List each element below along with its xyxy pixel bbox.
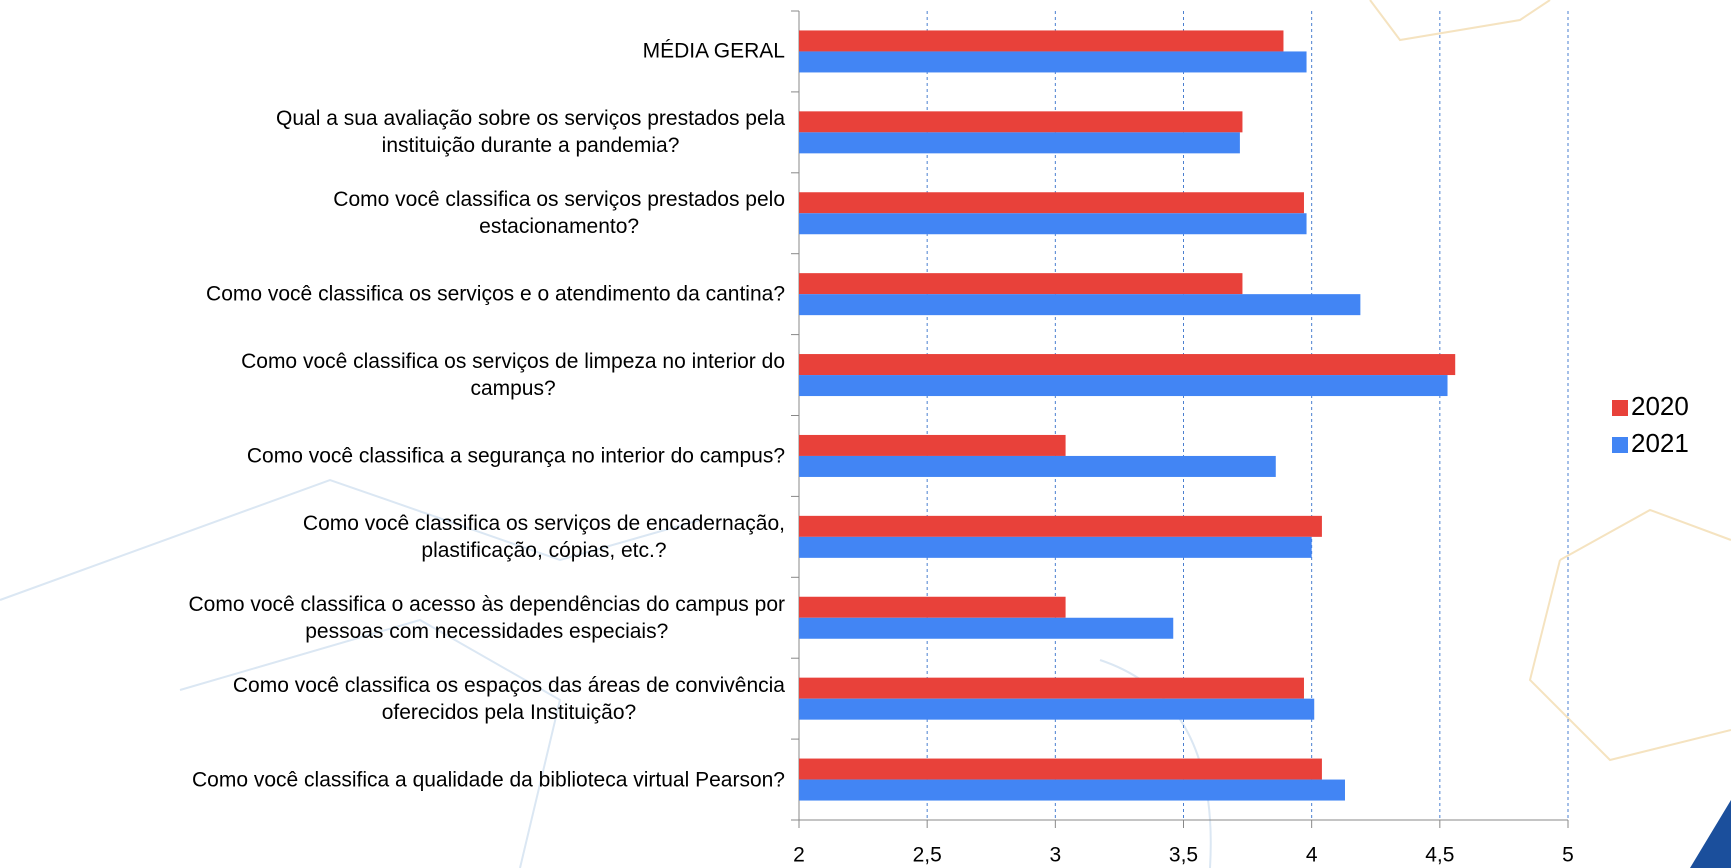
y-tick-label: Como você classifica os serviços e o ate… [206, 282, 785, 306]
y-tick-label: Como você classifica o acesso às dependê… [188, 592, 786, 643]
bar [799, 132, 1240, 154]
x-tick-label: 4 [1306, 844, 1318, 867]
corner-decor [1690, 800, 1731, 868]
x-tick-label: 5 [1562, 844, 1574, 867]
bar [799, 213, 1307, 235]
bar [799, 677, 1304, 699]
bar [799, 455, 1276, 477]
bar [799, 758, 1322, 780]
bar [799, 30, 1284, 52]
bar [799, 375, 1448, 397]
bar [799, 51, 1307, 73]
bar [799, 111, 1243, 133]
x-tick-label: 4,5 [1425, 844, 1454, 867]
y-tick-label: Como você classifica os serviços prestad… [333, 188, 785, 239]
y-tick-label: MÉDIA GERAL [642, 39, 785, 63]
legend-swatch [1612, 437, 1628, 453]
legend-swatch [1612, 400, 1628, 416]
y-tick-label: Como você classifica a qualidade da bibl… [191, 768, 785, 792]
bar [799, 294, 1361, 316]
y-tick-label: Como você classifica a segurança no inte… [246, 444, 785, 468]
bar [799, 617, 1174, 639]
bar [799, 596, 1066, 618]
x-tick-label: 3,5 [1169, 844, 1198, 867]
legend-label: 2020 [1631, 391, 1689, 421]
y-tick-label: Como você classifica os espaços das área… [232, 673, 785, 724]
bar [799, 192, 1304, 214]
legend-label: 2021 [1631, 428, 1689, 458]
bar [799, 515, 1322, 537]
bar [799, 698, 1315, 720]
x-tick-label: 3 [1049, 844, 1061, 867]
y-tick-label: Qual a sua avaliação sobre os serviços p… [276, 107, 785, 158]
bar [799, 779, 1345, 801]
x-tick-label: 2,5 [913, 844, 942, 867]
y-tick-label: Como você classifica os serviços de limp… [241, 350, 785, 401]
x-tick-label: 2 [793, 844, 805, 867]
bar [799, 536, 1312, 558]
bar [799, 354, 1456, 376]
y-tick-label: Como você classifica os serviços de enca… [302, 511, 785, 562]
bar [799, 273, 1243, 295]
bar [799, 434, 1066, 456]
